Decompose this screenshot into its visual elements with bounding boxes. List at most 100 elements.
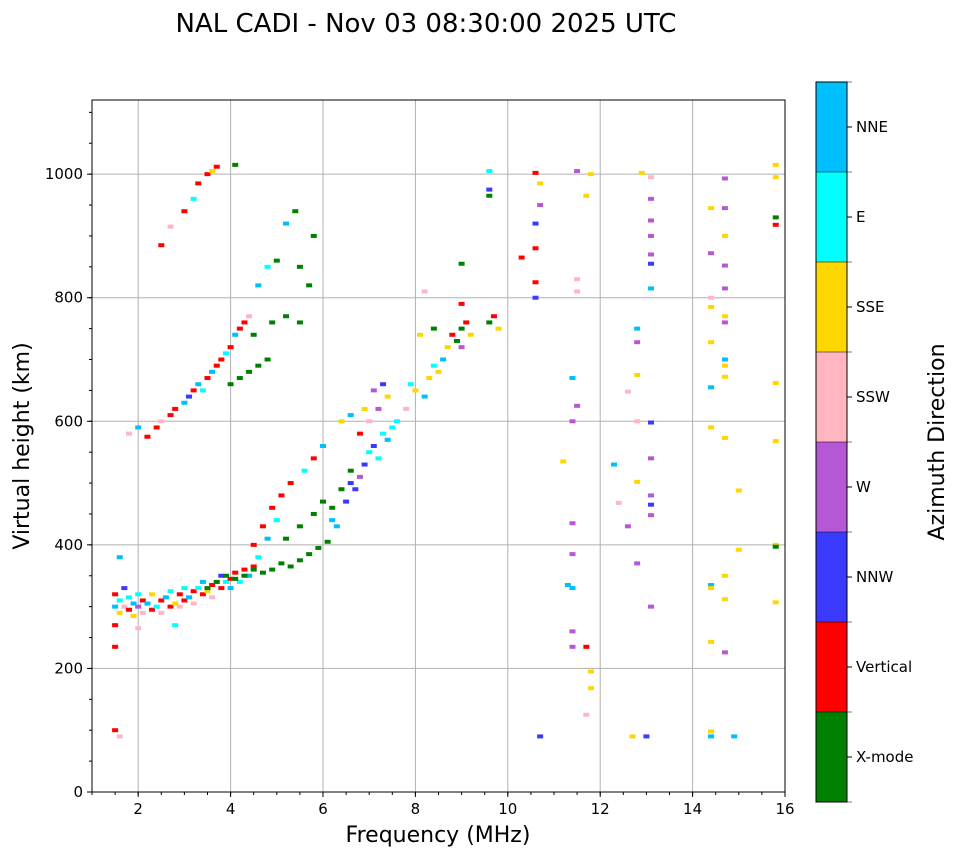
data-point-sse bbox=[721, 374, 728, 379]
data-point-sse bbox=[708, 340, 715, 345]
data-point-nne bbox=[611, 462, 618, 467]
data-point-nnw bbox=[352, 487, 359, 492]
data-point-ssw bbox=[583, 712, 590, 717]
data-point-sse bbox=[634, 372, 641, 377]
data-point-nne bbox=[246, 573, 253, 578]
data-point-nne bbox=[264, 536, 271, 541]
data-point-vertical bbox=[112, 592, 119, 597]
data-point-w bbox=[648, 513, 655, 518]
data-point-ssw bbox=[116, 734, 123, 739]
data-point-nne bbox=[135, 425, 142, 430]
data-point-sse bbox=[708, 729, 715, 734]
data-point-vertical bbox=[532, 246, 539, 251]
data-point-e bbox=[125, 595, 132, 600]
data-point-nne bbox=[564, 583, 571, 588]
data-point-sse bbox=[116, 610, 123, 615]
data-point-nnw bbox=[486, 187, 493, 192]
data-point-vertical bbox=[532, 280, 539, 285]
data-point-x-mode bbox=[227, 382, 234, 387]
data-point-w bbox=[574, 169, 581, 174]
data-point-e bbox=[195, 586, 202, 591]
data-point-e bbox=[181, 586, 188, 591]
data-point-sse bbox=[467, 332, 474, 337]
data-point-w bbox=[648, 493, 655, 498]
data-point-vertical bbox=[195, 181, 202, 186]
data-point-nnw bbox=[343, 499, 350, 504]
data-point-x-mode bbox=[430, 326, 437, 331]
data-point-w bbox=[135, 604, 142, 609]
data-point-nne bbox=[347, 413, 354, 418]
data-point-e bbox=[199, 388, 206, 393]
data-point-e bbox=[172, 623, 179, 628]
data-point-e bbox=[135, 592, 142, 597]
data-point-vertical bbox=[172, 406, 179, 411]
y-tick-label: 600 bbox=[54, 412, 83, 430]
data-point-e bbox=[389, 425, 396, 430]
data-point-w bbox=[648, 233, 655, 238]
data-point-e bbox=[393, 419, 400, 424]
data-point-nne bbox=[440, 357, 447, 362]
data-point-e bbox=[222, 351, 229, 356]
data-point-ssw bbox=[139, 610, 146, 615]
data-point-x-mode bbox=[250, 567, 257, 572]
colorbar-tick-label: W bbox=[856, 478, 871, 496]
data-point-vertical bbox=[112, 644, 119, 649]
colorbar-segment bbox=[816, 82, 847, 172]
data-point-ssw bbox=[176, 604, 183, 609]
data-point-sse bbox=[721, 435, 728, 440]
data-point-x-mode bbox=[772, 544, 779, 549]
data-point-sse bbox=[772, 175, 779, 180]
data-point-ssw bbox=[648, 175, 655, 180]
data-point-vertical bbox=[310, 456, 317, 461]
colorbar-tick-label: E bbox=[856, 208, 865, 226]
data-point-sse bbox=[587, 686, 594, 691]
data-point-vertical bbox=[227, 576, 234, 581]
data-point-w bbox=[721, 286, 728, 291]
data-point-nne bbox=[708, 734, 715, 739]
x-tick-label: 2 bbox=[133, 800, 143, 818]
data-point-sse bbox=[361, 406, 368, 411]
data-point-vertical bbox=[250, 564, 257, 569]
data-point-ssw bbox=[403, 406, 410, 411]
data-point-x-mode bbox=[772, 215, 779, 220]
data-point-x-mode bbox=[347, 468, 354, 473]
y-tick-label: 0 bbox=[73, 783, 83, 801]
data-point-nne bbox=[329, 518, 336, 523]
data-point-vertical bbox=[176, 592, 183, 597]
data-point-x-mode bbox=[315, 545, 322, 550]
data-point-sse bbox=[435, 369, 442, 374]
data-point-ssw bbox=[366, 419, 373, 424]
data-point-vertical bbox=[167, 413, 174, 418]
data-point-nnw bbox=[121, 586, 128, 591]
y-tick-label: 200 bbox=[54, 659, 83, 677]
data-point-nne bbox=[199, 579, 206, 584]
data-point-w bbox=[721, 650, 728, 655]
data-point-sse bbox=[772, 600, 779, 605]
data-point-vertical bbox=[490, 314, 497, 319]
data-point-e bbox=[407, 382, 414, 387]
data-point-vertical bbox=[209, 583, 216, 588]
data-point-sse bbox=[721, 597, 728, 602]
data-point-x-mode bbox=[232, 576, 239, 581]
data-point-sse bbox=[338, 419, 345, 424]
data-point-x-mode bbox=[232, 162, 239, 167]
data-point-x-mode bbox=[264, 357, 271, 362]
data-point-sse bbox=[708, 206, 715, 211]
data-point-vertical bbox=[204, 376, 211, 381]
data-point-sse bbox=[772, 439, 779, 444]
colorbar-tick-label: NNE bbox=[856, 118, 888, 136]
data-point-sse bbox=[204, 589, 211, 594]
data-point-sse bbox=[735, 488, 742, 493]
data-point-x-mode bbox=[213, 579, 220, 584]
data-point-w bbox=[569, 644, 576, 649]
data-point-vertical bbox=[449, 332, 456, 337]
data-point-vertical bbox=[518, 255, 525, 260]
data-point-w bbox=[721, 320, 728, 325]
data-point-ssw bbox=[708, 295, 715, 300]
data-point-ssw bbox=[158, 419, 165, 424]
y-axis-label: Virtual height (km) bbox=[10, 342, 35, 549]
data-point-nnw bbox=[186, 394, 193, 399]
data-point-nne bbox=[634, 326, 641, 331]
data-point-sse bbox=[587, 669, 594, 674]
data-point-e bbox=[380, 431, 387, 436]
